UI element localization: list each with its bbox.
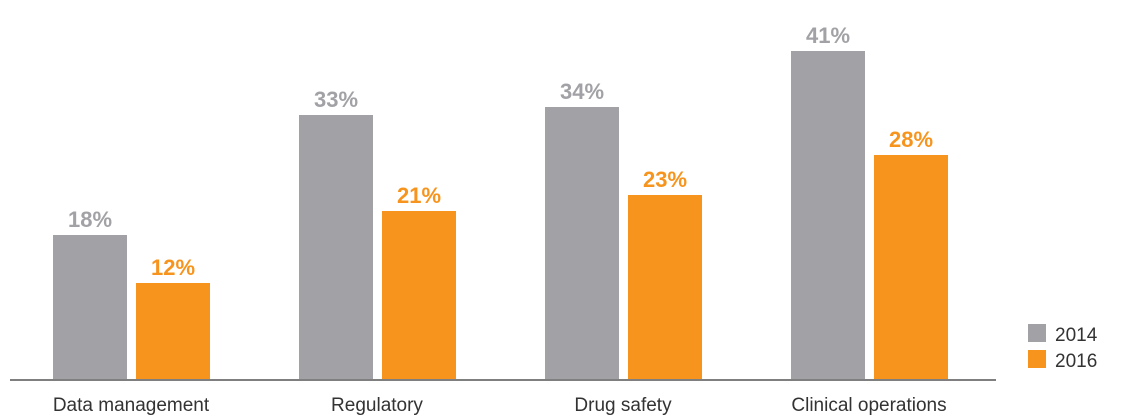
value-label-clinical-operations-2014: 41%: [806, 23, 850, 48]
legend-label-2016: 2016: [1055, 351, 1097, 372]
category-label-regulatory: Regulatory: [331, 395, 423, 416]
bar-drug-safety-2014: [545, 107, 619, 379]
bar-data-management-2014: [53, 235, 127, 379]
category-label-drug-safety: Drug safety: [574, 395, 672, 416]
bar-data-management-2016: [136, 283, 210, 379]
legend-swatch-2014: [1028, 324, 1046, 342]
value-labels-layer: 18% 33% 34% 41% 12% 21% 23% 28%: [68, 23, 933, 280]
legend-label-2014: 2014: [1055, 325, 1098, 346]
value-label-drug-safety-2016: 23%: [643, 167, 687, 192]
bar-regulatory-2014: [299, 115, 373, 379]
value-label-data-management-2014: 18%: [68, 207, 112, 232]
legend-swatch-2016: [1028, 350, 1046, 368]
value-label-clinical-operations-2016: 28%: [889, 127, 933, 152]
category-label-data-management: Data management: [53, 395, 210, 416]
legend: 2014 2016: [1028, 324, 1098, 372]
value-label-regulatory-2016: 21%: [397, 183, 441, 208]
value-label-drug-safety-2014: 34%: [560, 79, 604, 104]
category-labels-layer: Data management Regulatory Drug safety C…: [53, 395, 947, 416]
bar-clinical-operations-2016: [874, 155, 948, 379]
value-label-regulatory-2014: 33%: [314, 87, 358, 112]
bar-clinical-operations-2014: [791, 51, 865, 379]
bar-regulatory-2016: [382, 211, 456, 379]
value-label-data-management-2016: 12%: [151, 255, 195, 280]
bar-drug-safety-2016: [628, 195, 702, 379]
bars-layer: [53, 51, 948, 379]
category-label-clinical-operations: Clinical operations: [791, 395, 946, 416]
